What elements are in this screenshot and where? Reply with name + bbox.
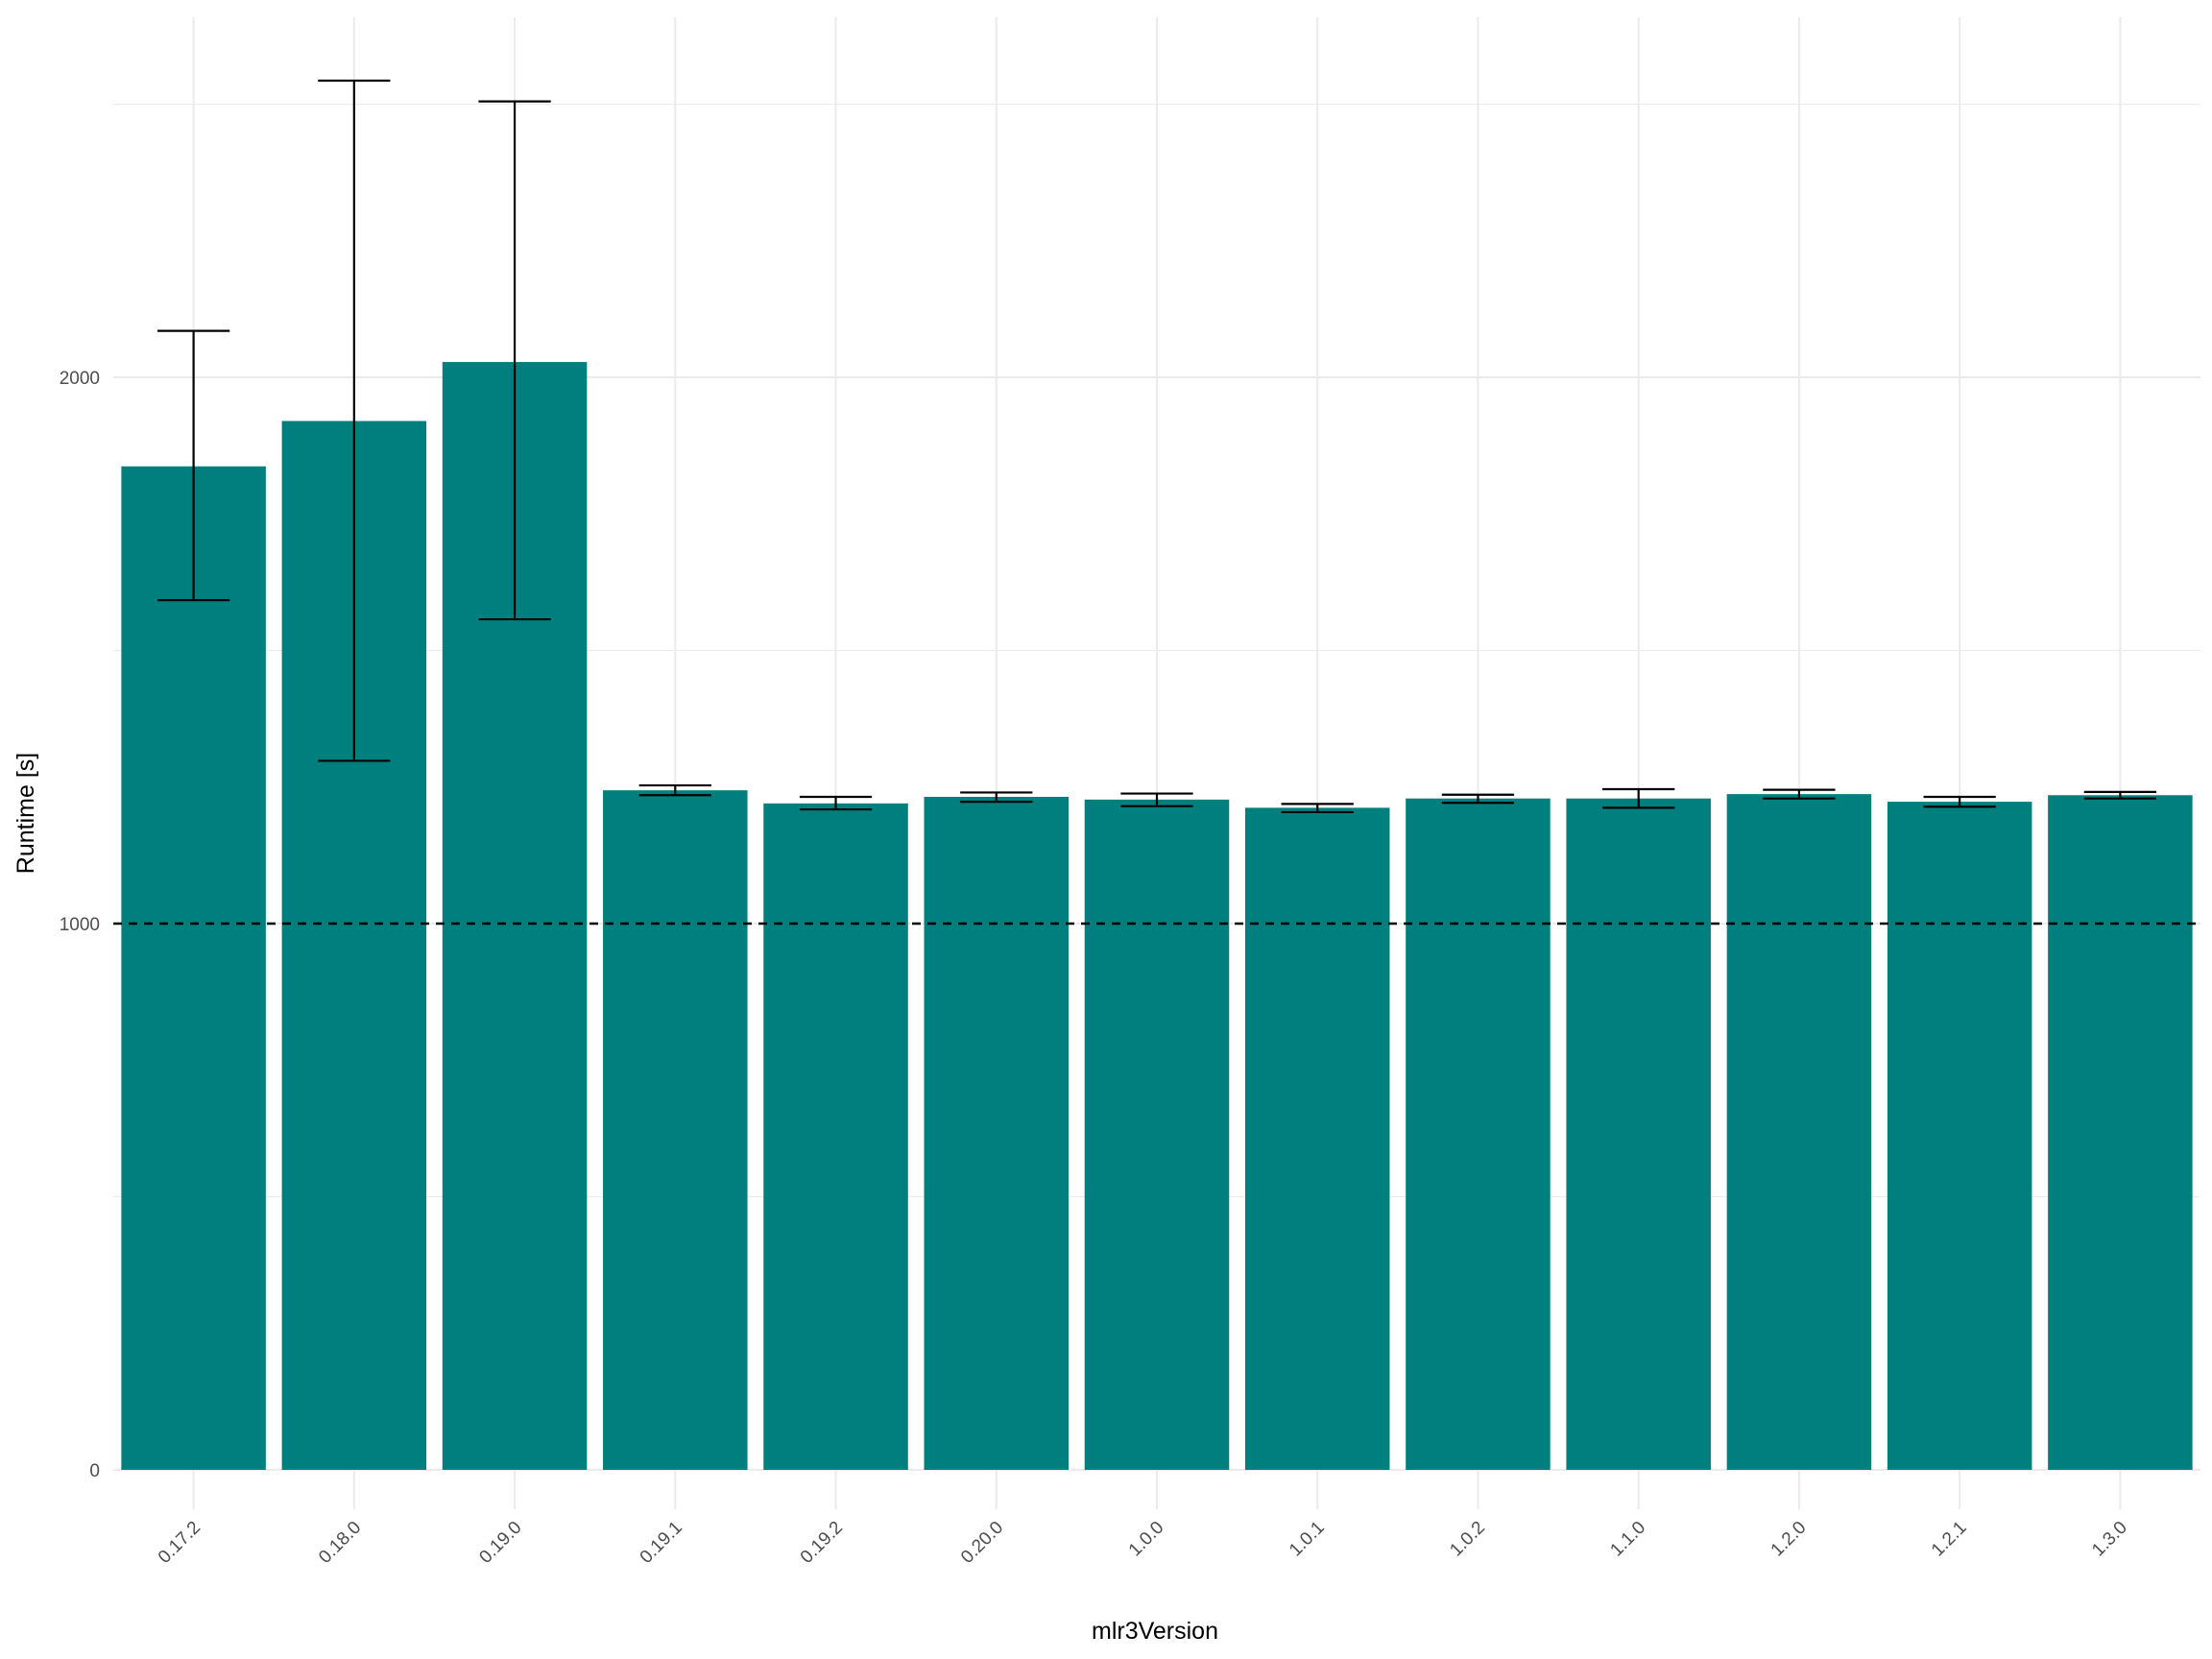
x-tick-label: 1.0.1	[1286, 1518, 1329, 1561]
error-bar	[1281, 803, 1354, 814]
x-tick-label: 0.17.2	[155, 1518, 204, 1568]
x-tick-label: 1.2.0	[1767, 1518, 1811, 1561]
bar	[121, 466, 266, 1470]
x-tick-label: 1.3.0	[2088, 1518, 2131, 1561]
bar	[603, 790, 748, 1470]
error-bar	[1120, 792, 1193, 807]
y-axis-title: Runtime [s]	[12, 753, 39, 874]
x-tick-label: 0.19.2	[797, 1518, 847, 1568]
y-axis-ticks: 0 1000 2000	[60, 369, 100, 1481]
bar	[1566, 798, 1711, 1470]
bar	[1887, 802, 2032, 1470]
x-tick-label: 1.1.0	[1606, 1518, 1649, 1561]
error-bar	[1602, 787, 1675, 809]
x-tick-label: 0.18.0	[315, 1518, 365, 1568]
error-bar	[960, 791, 1033, 804]
x-tick-label: 0.20.0	[957, 1518, 1007, 1568]
x-tick-label: 1.2.1	[1928, 1518, 1971, 1561]
error-bar	[1763, 788, 1836, 800]
x-tick-label: 1.0.2	[1446, 1518, 1489, 1561]
error-bar	[318, 79, 391, 762]
y-tick-label: 2000	[60, 369, 100, 389]
error-bar	[1923, 795, 1996, 808]
error-bar	[478, 100, 551, 621]
bar	[1726, 794, 1872, 1470]
y-tick-label: 0	[89, 1461, 100, 1481]
x-axis-ticks: 0.17.2 0.18.0 0.19.0 0.19.1 0.19.2 0.20.0 1.0.…	[155, 1518, 2131, 1568]
x-tick-label: 0.19.0	[475, 1518, 525, 1568]
bar	[1244, 807, 1390, 1470]
error-bar	[2083, 790, 2157, 800]
bar	[924, 796, 1070, 1470]
bars	[121, 362, 2193, 1470]
x-axis-title: mlr3Version	[1092, 1618, 1218, 1645]
bar	[1084, 799, 1230, 1470]
error-bars	[156, 79, 2157, 814]
bar	[763, 803, 908, 1470]
error-bar	[799, 795, 873, 811]
x-tick-label: 1.0.0	[1125, 1518, 1168, 1561]
y-tick-label: 1000	[60, 915, 100, 935]
bar	[1406, 798, 1551, 1470]
error-bar	[1441, 793, 1515, 805]
bar	[2048, 795, 2193, 1470]
error-bar	[156, 329, 230, 602]
x-tick-label: 0.19.1	[637, 1518, 686, 1568]
error-bar	[638, 783, 711, 797]
